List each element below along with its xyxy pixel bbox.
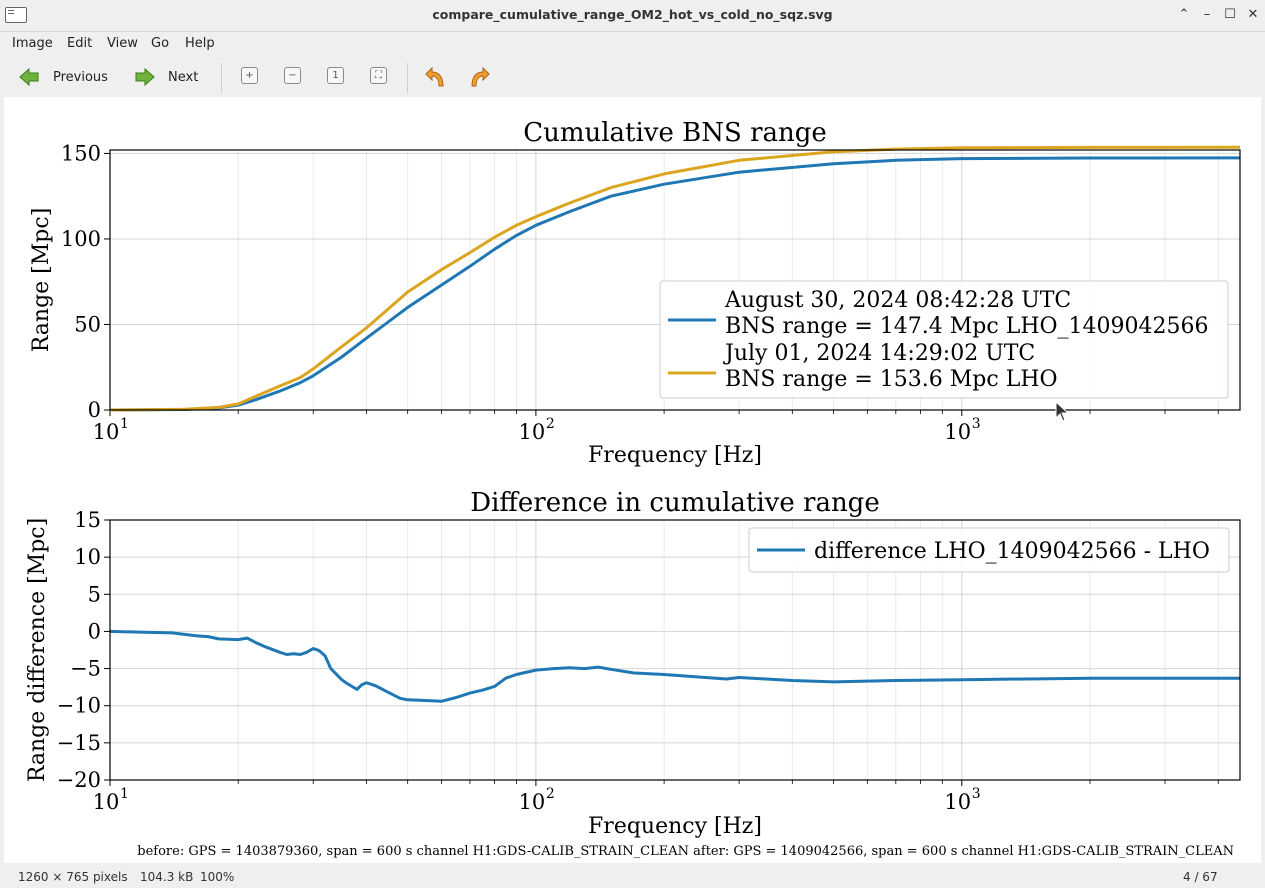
y-tick-label: 50 — [74, 312, 101, 336]
zoom-normal-icon[interactable]: 1 — [327, 67, 344, 84]
arrow-right-icon — [135, 67, 155, 87]
mouse-cursor-icon — [1055, 401, 1070, 422]
x-tick-label: 10 — [944, 790, 971, 814]
minimize-button[interactable]: – — [1203, 7, 1211, 22]
legend-box — [659, 280, 1229, 399]
plot-frame — [109, 149, 1241, 411]
app-icon — [5, 7, 27, 23]
legend-entry-detail-1: BNS range = 153.6 Mpc LHO — [725, 367, 1058, 392]
menu-image[interactable]: Image — [12, 36, 53, 51]
y-tick-label: 5 — [88, 582, 101, 606]
y-tick-label: 100 — [61, 227, 101, 251]
y-axis-label: Range [Mpc] — [29, 208, 54, 353]
next-button[interactable]: Next — [134, 65, 198, 89]
x-tick-label: 10 — [519, 790, 546, 814]
chart-title: Difference in cumulative range — [470, 488, 879, 518]
y-tick-label: −10 — [57, 694, 101, 718]
x-axis-label: Frequency [Hz] — [588, 814, 762, 839]
legend-box — [748, 527, 1230, 573]
maximize-button[interactable]: ☐ — [1224, 7, 1236, 22]
plot-frame — [109, 519, 1241, 781]
y-tick-label: 0 — [88, 398, 101, 422]
y-tick-label: −20 — [57, 768, 101, 792]
menu-help[interactable]: Help — [185, 36, 215, 51]
series-line-0 — [109, 629, 1240, 703]
y-tick-label: 0 — [88, 619, 101, 643]
title-bar: compare_cumulative_range_OM2_hot_vs_cold… — [0, 0, 1265, 32]
x-tick-label: 10 — [519, 420, 546, 444]
status-bar: 1260 × 765 pixels 104.3 kB 100% 4 / 67 — [0, 866, 1265, 888]
y-tick-label: −5 — [70, 657, 101, 681]
legend-entry-0: difference LHO_1409042566 - LHO — [814, 539, 1210, 564]
x-tick-exponent: 1 — [120, 416, 129, 432]
menu-bar: Image Edit View Go Help — [0, 32, 1265, 57]
previous-button[interactable]: Previous — [18, 65, 108, 89]
y-tick-label: 15 — [74, 508, 101, 532]
rotate-right-icon[interactable] — [468, 66, 490, 88]
chevron-up-icon[interactable]: ⌃ — [1178, 7, 1190, 22]
x-tick-exponent: 3 — [972, 416, 981, 432]
menu-view[interactable]: View — [107, 36, 138, 51]
close-button[interactable]: ✕ — [1247, 7, 1259, 22]
menu-edit[interactable]: Edit — [67, 36, 93, 51]
y-tick-label: 10 — [74, 545, 101, 569]
x-tick-label: 10 — [93, 790, 120, 814]
status-dimensions: 1260 × 765 pixels — [18, 870, 128, 884]
x-tick-exponent: 1 — [120, 786, 129, 802]
zoom-out-icon[interactable]: − — [284, 67, 301, 84]
x-tick-exponent: 2 — [546, 416, 555, 432]
legend-entry-0: August 30, 2024 08:42:28 UTC — [724, 288, 1071, 313]
toolbar: Previous Next + − 1 ⛶ — [0, 57, 1265, 97]
x-tick-label: 10 — [944, 420, 971, 444]
legend-entry-1: July 01, 2024 14:29:02 UTC — [723, 341, 1035, 366]
image-canvas[interactable]: 10 1 10 2 10 3 0 50 100 150 Cumulative BNS range Fr… — [4, 97, 1261, 863]
footer-text: before: GPS = 1403879360, span = 600 s c… — [137, 844, 1234, 859]
series-line-0 — [109, 156, 1241, 412]
chart-title: Cumulative BNS range — [523, 118, 827, 148]
previous-label: Previous — [53, 69, 108, 85]
toolbar-separator — [407, 63, 408, 93]
rotate-left-icon[interactable] — [425, 66, 447, 88]
x-axis-label: Frequency [Hz] — [588, 443, 762, 468]
x-tick-exponent: 2 — [546, 786, 555, 802]
y-tick-label: 150 — [61, 141, 101, 165]
y-axis-label: Range difference [Mpc] — [25, 518, 50, 782]
legend-entry-detail-0: BNS range = 147.4 Mpc LHO_1409042566 — [725, 314, 1209, 339]
status-zoom: 100% — [200, 870, 235, 884]
status-size: 104.3 kB — [140, 870, 194, 884]
y-tick-label: −15 — [57, 731, 101, 755]
x-tick-exponent: 3 — [972, 786, 981, 802]
zoom-in-icon[interactable]: + — [241, 67, 258, 84]
window-title: compare_cumulative_range_OM2_hot_vs_cold… — [432, 7, 833, 22]
x-tick-label: 10 — [93, 420, 120, 444]
menu-go[interactable]: Go — [151, 36, 170, 51]
series-line-1 — [109, 145, 1241, 412]
zoom-fit-icon[interactable]: ⛶ — [370, 67, 387, 84]
next-label: Next — [168, 69, 199, 85]
status-position: 4 / 67 — [1183, 870, 1218, 884]
arrow-left-icon — [19, 67, 39, 87]
toolbar-separator — [221, 63, 222, 93]
